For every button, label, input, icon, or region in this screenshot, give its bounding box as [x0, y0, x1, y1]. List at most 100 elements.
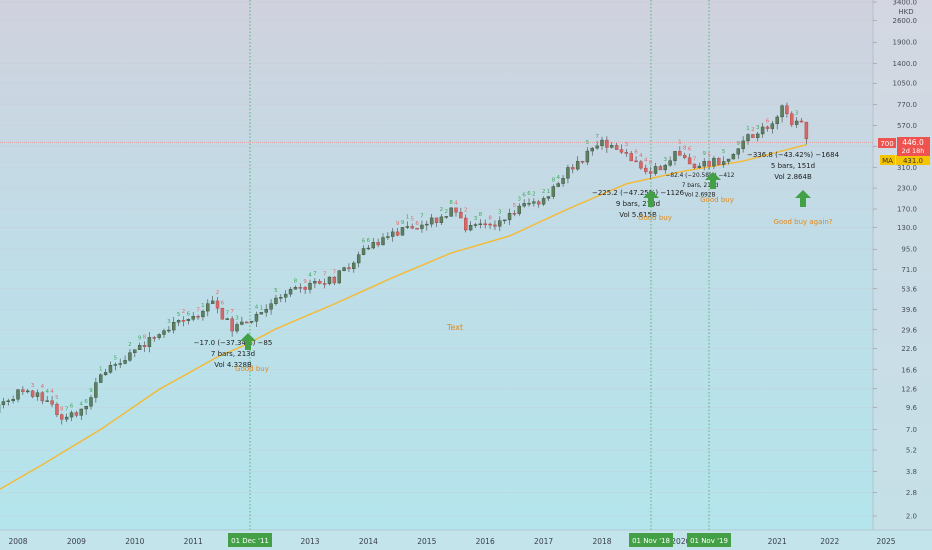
candle-body — [206, 303, 210, 312]
svg-text:2: 2 — [464, 208, 468, 214]
candle-body — [220, 307, 225, 320]
candle-body — [381, 237, 385, 246]
svg-text:4: 4 — [639, 153, 643, 159]
candle-body — [449, 207, 453, 217]
candle-body — [468, 225, 473, 231]
candle-body — [210, 300, 215, 304]
candle-body — [157, 334, 161, 338]
candle-body — [318, 281, 322, 284]
svg-text:1: 1 — [678, 139, 682, 145]
candle-body — [687, 157, 692, 165]
svg-text:5: 5 — [513, 203, 517, 209]
annotation-measure: 5 bars, 151d — [771, 162, 815, 170]
candle-body — [459, 211, 463, 219]
candle-body — [663, 164, 667, 171]
candle-body — [575, 161, 580, 170]
candle-body — [249, 321, 254, 323]
candle-body — [488, 223, 492, 226]
candle-body — [639, 161, 643, 169]
candle-body — [697, 165, 702, 168]
svg-text:1: 1 — [547, 189, 551, 195]
candle-body — [103, 372, 108, 375]
candle-body — [721, 161, 726, 165]
candle-body — [288, 289, 293, 295]
candle-body — [595, 145, 599, 149]
candle-body — [21, 389, 25, 392]
date-marker-badge — [228, 533, 272, 547]
candle-body — [352, 262, 356, 269]
candle-body — [493, 224, 497, 227]
svg-text:6: 6 — [766, 118, 770, 124]
svg-text:6: 6 — [70, 403, 74, 409]
price-tick-label: 130.0 — [897, 224, 917, 232]
candle-body — [770, 123, 775, 129]
candle-body — [201, 310, 205, 318]
candle-body — [11, 399, 15, 402]
price-tick-label: 2.0 — [906, 513, 917, 521]
svg-text:9: 9 — [401, 220, 405, 226]
date-marker-badge — [629, 533, 673, 547]
candle-body — [804, 121, 809, 140]
svg-text:6: 6 — [367, 238, 371, 244]
candle-body — [425, 223, 429, 226]
candle-body — [6, 400, 10, 403]
svg-text:7: 7 — [65, 407, 69, 413]
price-tick-label: 39.6 — [901, 306, 917, 314]
price-tick-label: 16.6 — [901, 366, 917, 374]
candle-body — [673, 151, 677, 161]
candle-body — [551, 186, 556, 197]
candle-body — [79, 408, 83, 416]
svg-text:6: 6 — [415, 221, 419, 227]
candle-body — [541, 198, 546, 205]
date-marker-badge — [687, 533, 731, 547]
svg-text:3: 3 — [795, 110, 799, 116]
candle-body — [658, 166, 663, 171]
svg-text:5: 5 — [55, 395, 59, 401]
buy-arrow-icon — [795, 190, 811, 207]
date-markers — [249, 0, 710, 530]
svg-text:2: 2 — [440, 207, 444, 213]
candle-body — [415, 227, 419, 230]
ma-badge-label: MA — [882, 157, 893, 165]
annotation-signal: Good buy — [638, 214, 672, 222]
candle-body — [186, 318, 191, 321]
time-axis: 2008 2009 2010 2011 2013 2014 2015 2016 2017 2018… — [8, 533, 896, 547]
candle-body — [60, 414, 64, 420]
candle-body — [692, 163, 697, 168]
ma-badge: MA 431.0 — [880, 155, 930, 165]
price-tick-label: 95.0 — [901, 246, 917, 254]
price-tick-label: 1400.0 — [893, 60, 918, 68]
svg-text:3: 3 — [664, 157, 668, 163]
candle-body — [736, 148, 740, 155]
grid — [0, 1, 873, 517]
svg-text:2: 2 — [216, 290, 220, 296]
candle-body — [429, 217, 434, 225]
price-tick-label: 1900.0 — [893, 39, 918, 47]
svg-text:5: 5 — [707, 152, 711, 158]
text-label: Text — [446, 323, 463, 332]
candle-body — [94, 382, 98, 398]
svg-text:7: 7 — [226, 311, 230, 317]
annotation-measure: −225.2 (−47.25%) −1126 — [592, 189, 685, 197]
svg-text:6: 6 — [221, 301, 225, 307]
time-tick-label: 2022 — [820, 537, 839, 546]
annotation-measure: Vol 4.328B — [214, 361, 252, 369]
svg-text:7: 7 — [420, 214, 424, 220]
candle-body — [176, 320, 181, 323]
candle-body — [400, 227, 405, 236]
price-tick-label: 29.6 — [901, 326, 917, 334]
candle-body — [332, 276, 337, 284]
candle-body — [395, 231, 400, 236]
candle-body — [64, 416, 69, 420]
candle-body — [298, 287, 302, 289]
candle-body — [473, 224, 478, 226]
svg-text:5: 5 — [274, 288, 278, 294]
svg-text:2: 2 — [182, 309, 186, 315]
candle-body — [678, 151, 682, 156]
svg-text:4: 4 — [80, 401, 84, 407]
candle-body — [366, 247, 371, 250]
svg-text:4: 4 — [644, 158, 648, 164]
annotation-measure: −336.8 (−43.42%) −1684 — [747, 151, 840, 159]
